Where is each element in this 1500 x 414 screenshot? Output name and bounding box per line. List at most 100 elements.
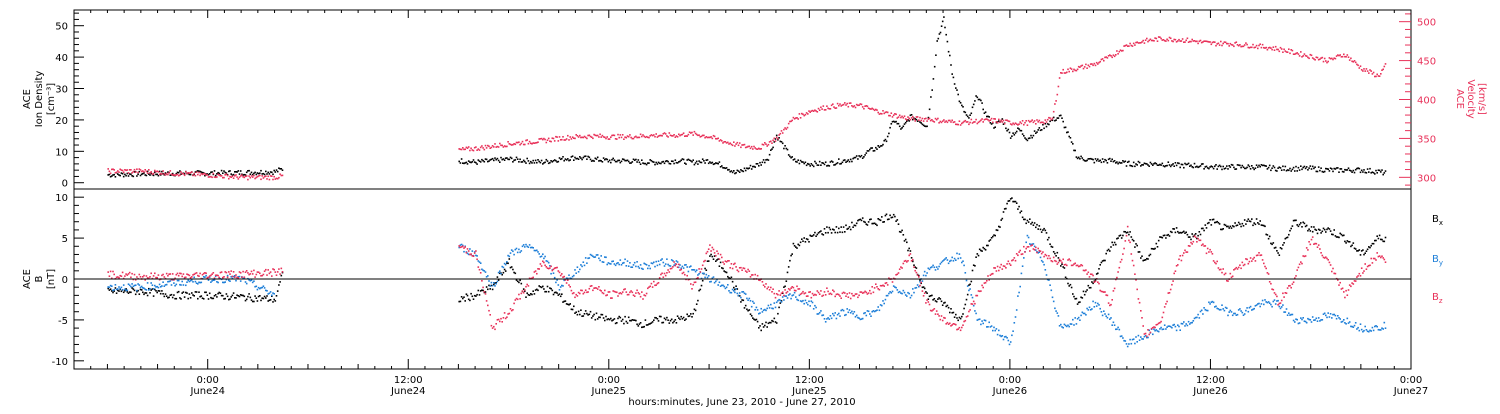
velocity-point: [1075, 69, 1078, 72]
by-point: [154, 284, 156, 287]
bx-point: [992, 235, 994, 238]
bx-point: [111, 290, 113, 292]
velocity-point: [182, 173, 185, 175]
velocity-point: [1160, 37, 1162, 40]
bx-point: [1013, 200, 1016, 203]
velocity-point: [1294, 53, 1296, 55]
bx-point: [627, 316, 630, 319]
bz-point: [999, 266, 1001, 269]
by-point: [1113, 324, 1116, 326]
density-point: [235, 171, 237, 173]
density-point: [838, 158, 840, 160]
velocity-point: [923, 118, 926, 120]
bx-point: [588, 313, 591, 316]
bx-point: [208, 292, 211, 295]
density-point: [114, 176, 117, 178]
bz-point: [864, 290, 866, 293]
density-point: [1255, 164, 1258, 166]
velocity-point: [1106, 57, 1109, 59]
by-point: [1296, 318, 1298, 321]
bx-point: [1358, 249, 1361, 251]
density-point: [849, 158, 852, 161]
velocity-point: [608, 138, 611, 140]
by-point: [1277, 299, 1279, 302]
density-point: [159, 174, 162, 176]
density-point: [1032, 134, 1035, 137]
density-point: [861, 157, 864, 159]
velocity-point: [507, 141, 509, 143]
by-point: [508, 255, 511, 258]
bz-point: [1305, 247, 1308, 249]
by-point: [607, 262, 610, 264]
by-point: [1205, 309, 1208, 312]
density-point: [1208, 167, 1210, 170]
bz-point: [858, 294, 860, 297]
density-point: [1279, 167, 1282, 169]
bz-point: [956, 328, 958, 331]
density-point: [1174, 162, 1177, 164]
bx-point: [471, 295, 474, 298]
bx-point: [704, 267, 706, 270]
density-point: [1124, 160, 1127, 163]
bz-point: [1124, 240, 1127, 242]
bz-point: [493, 325, 495, 328]
density-point: [1080, 155, 1082, 158]
bz-point: [1083, 269, 1086, 272]
bx-point: [978, 248, 981, 251]
by-point: [1044, 269, 1047, 271]
by-point: [952, 260, 955, 262]
velocity-point: [945, 120, 947, 122]
by-point: [1352, 326, 1355, 328]
density-point: [1149, 161, 1152, 164]
bx-point: [1046, 238, 1049, 241]
bz-point: [225, 271, 228, 274]
density-point: [1194, 166, 1197, 168]
velocity-point: [796, 117, 798, 119]
by-point: [986, 326, 988, 328]
velocity-point: [1024, 121, 1026, 124]
velocity-point: [522, 143, 525, 146]
by-point: [703, 272, 705, 275]
density-point: [140, 173, 143, 176]
by-point: [1197, 313, 1199, 316]
by-point: [982, 322, 984, 325]
density-point: [716, 162, 718, 165]
velocity-point: [1112, 54, 1115, 56]
velocity-point: [1120, 50, 1123, 52]
density-point: [1247, 164, 1250, 166]
bz-point: [121, 271, 124, 274]
velocity-point: [543, 137, 545, 140]
by-point: [771, 307, 773, 310]
velocity-point: [748, 145, 751, 148]
by-point: [1136, 341, 1138, 343]
bz-point: [1331, 270, 1333, 273]
bz-point: [901, 267, 903, 269]
density-point: [1273, 166, 1276, 169]
by-point: [1203, 307, 1205, 309]
density-point: [1221, 168, 1223, 171]
velocity-point: [1187, 41, 1190, 43]
bx-point: [1289, 229, 1291, 232]
bz-point: [641, 291, 643, 293]
density-point: [737, 170, 740, 172]
density-point: [814, 160, 816, 163]
density-point: [1110, 160, 1112, 162]
velocity-point: [649, 135, 651, 137]
bx-point: [1129, 231, 1131, 233]
density-point: [643, 162, 645, 165]
bx-point: [1216, 220, 1218, 223]
velocity-point: [1168, 36, 1171, 39]
bx-point: [1043, 227, 1045, 230]
by-point: [1344, 322, 1346, 324]
bz-point: [502, 317, 505, 319]
velocity-point: [657, 135, 660, 137]
bx-point: [1307, 229, 1309, 232]
by-point: [976, 319, 979, 321]
bz-point: [1052, 256, 1055, 259]
bz-point: [871, 286, 873, 288]
by-point: [1199, 310, 1202, 313]
density-point: [705, 159, 708, 161]
bx-point: [1112, 244, 1115, 246]
bx-point: [524, 290, 526, 292]
density-point: [790, 156, 792, 159]
